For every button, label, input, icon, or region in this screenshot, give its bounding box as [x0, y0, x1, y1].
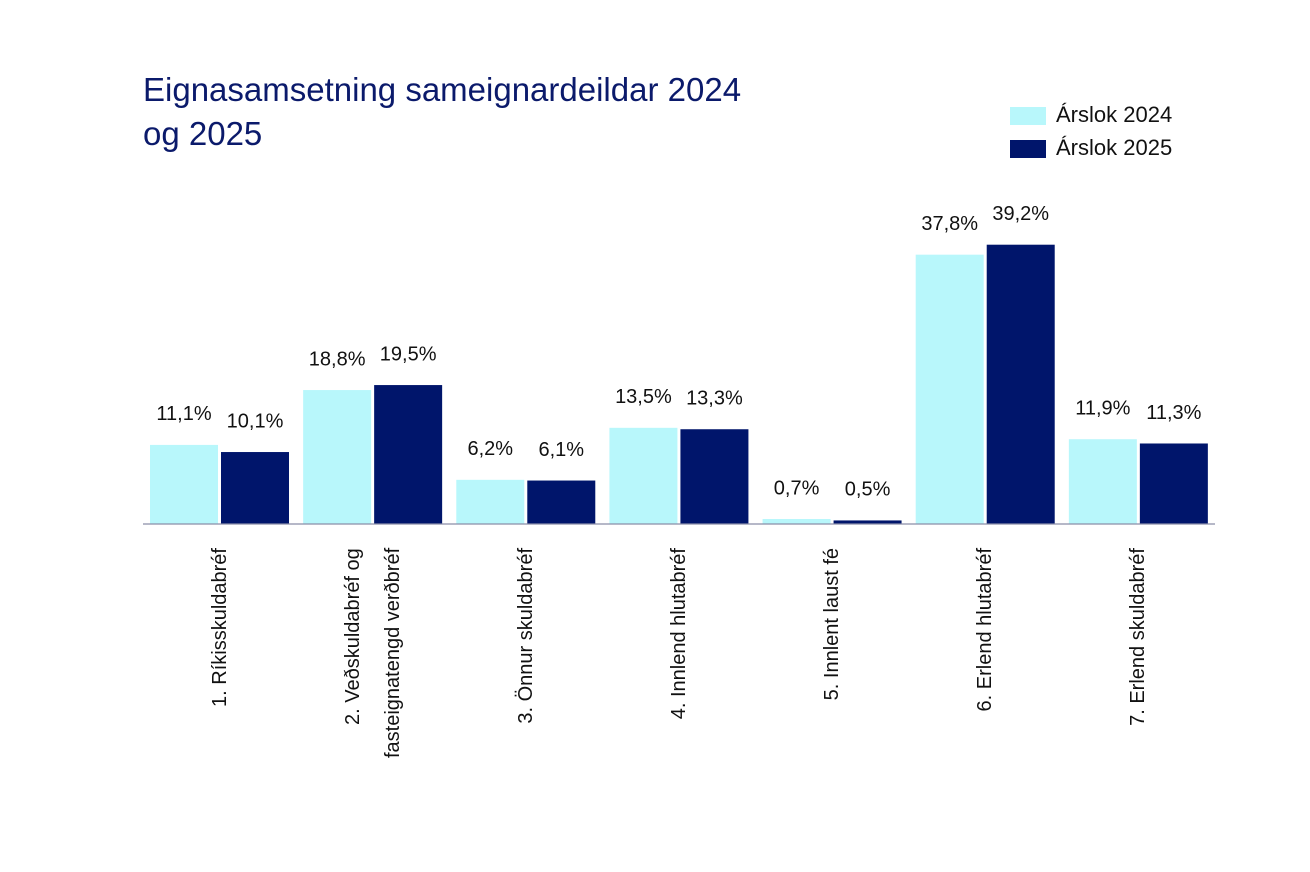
data-label: 11,1%	[156, 403, 211, 425]
legend-label: Árslok 2024	[1056, 102, 1172, 127]
data-label: 13,3%	[686, 388, 743, 410]
x-tick-label: 5. Innlent laust fé	[821, 548, 844, 701]
bar	[150, 444, 218, 524]
data-label: 19,5%	[380, 343, 437, 365]
legend-label: Árslok 2025	[1056, 135, 1172, 160]
data-label: 6,2%	[467, 438, 513, 460]
legend-swatch	[1010, 140, 1046, 158]
bar	[915, 254, 984, 525]
data-label: 0,7%	[774, 477, 820, 499]
bar	[986, 244, 1055, 524]
bar	[609, 427, 678, 524]
bar	[1139, 443, 1208, 524]
data-label: 39,2%	[992, 203, 1049, 225]
bar	[303, 390, 372, 524]
x-tick-label: 4. Innlend hlutabréf	[668, 548, 690, 720]
bar	[456, 479, 525, 524]
x-tick-label: 6. Erlend hlutabréf	[974, 548, 997, 712]
x-tick-label: 1. Ríkisskuldabréf	[208, 548, 231, 707]
data-label: 11,3%	[1146, 402, 1201, 424]
data-label: 13,5%	[615, 386, 672, 408]
data-label: 10,1%	[227, 410, 284, 432]
bar	[833, 520, 902, 524]
x-tick-label: 3. Önnur skuldabréf	[514, 548, 537, 724]
x-tick-label: 7. Erlend skuldabréf	[1127, 548, 1150, 726]
data-label: 18,8%	[309, 348, 366, 370]
bar	[680, 429, 749, 524]
bar	[527, 480, 596, 524]
bar	[762, 519, 831, 524]
data-label: 37,8%	[921, 213, 978, 235]
x-tick-label: 2. Veðskuldabréf og fasteignatengd verðb…	[341, 548, 404, 759]
legend-swatch	[1010, 107, 1046, 125]
data-label: 0,5%	[845, 479, 891, 501]
chart-title: Eignasamsetning sameignardeildar 2024 og…	[143, 71, 742, 152]
bar	[1068, 439, 1137, 524]
data-label: 11,9%	[1075, 397, 1130, 419]
bar	[374, 385, 443, 524]
data-label: 6,1%	[538, 439, 584, 461]
bar	[221, 452, 289, 524]
